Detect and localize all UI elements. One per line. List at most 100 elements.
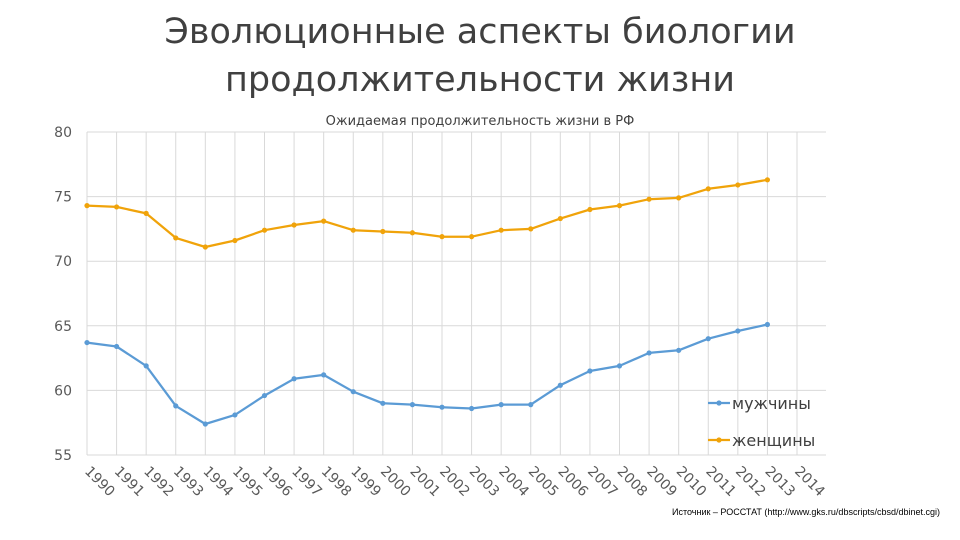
chart-gridlines xyxy=(86,131,826,456)
source-note: Источник – РОССТАТ (http://www.gks.ru/db… xyxy=(671,507,940,517)
data-point xyxy=(616,363,623,369)
data-point xyxy=(646,196,652,202)
x-tick-label: 2010 xyxy=(673,464,710,501)
x-tick-label: 1993 xyxy=(170,464,207,501)
y-tick-label: 60 xyxy=(54,383,72,399)
data-point xyxy=(261,392,268,399)
legend-label: мужчины xyxy=(732,394,811,413)
x-tick-label: 2005 xyxy=(525,464,562,501)
data-point xyxy=(173,403,179,409)
data-point xyxy=(764,177,771,183)
slide-title-line-2: продолжительности жизни xyxy=(224,60,735,100)
data-point xyxy=(350,389,356,395)
y-tick-label: 70 xyxy=(54,254,72,270)
data-point xyxy=(261,227,268,233)
data-point xyxy=(587,368,593,374)
data-point xyxy=(735,328,741,334)
slide-title: Эволюционные аспекты биологии продолжите… xyxy=(0,8,960,104)
chart-series xyxy=(84,177,771,427)
legend-marker xyxy=(716,400,722,406)
x-tick-label: 2008 xyxy=(614,464,651,501)
x-tick-label: 2014 xyxy=(791,464,828,501)
y-tick-label: 65 xyxy=(54,319,72,335)
data-point xyxy=(676,347,682,353)
x-tick-label: 1996 xyxy=(259,464,296,501)
data-point xyxy=(113,204,120,210)
y-tick-label: 55 xyxy=(54,448,72,464)
data-point xyxy=(113,343,120,350)
x-tick-label: 2004 xyxy=(495,464,532,501)
data-point xyxy=(557,382,563,388)
x-tick-label: 1995 xyxy=(229,464,266,501)
series-мужчины xyxy=(84,321,771,427)
data-point xyxy=(232,237,238,244)
data-point xyxy=(232,412,238,418)
data-point xyxy=(84,339,90,346)
data-point xyxy=(380,228,386,235)
data-point xyxy=(202,244,208,250)
data-point xyxy=(616,203,623,209)
data-point xyxy=(705,336,711,342)
y-tick-label: 80 xyxy=(54,125,72,141)
series-женщины xyxy=(84,177,771,250)
x-tick-label: 1998 xyxy=(318,464,355,501)
data-point xyxy=(498,227,504,233)
data-point xyxy=(764,321,771,328)
data-point xyxy=(409,402,416,408)
data-point xyxy=(380,400,386,406)
x-tick-label: 2007 xyxy=(584,464,621,501)
data-point xyxy=(676,195,682,201)
data-point xyxy=(528,402,534,408)
x-axis-ticks: 1990199119921993199419951996199719981999… xyxy=(81,464,828,501)
x-tick-label: 2003 xyxy=(466,464,503,501)
data-point xyxy=(439,404,445,410)
legend-marker xyxy=(716,437,722,443)
data-point xyxy=(735,182,741,188)
data-point xyxy=(439,234,445,240)
x-tick-label: 1992 xyxy=(140,464,177,501)
x-tick-label: 2013 xyxy=(762,464,799,501)
x-tick-label: 2009 xyxy=(643,464,680,501)
x-tick-label: 1999 xyxy=(347,464,384,501)
x-tick-label: 1997 xyxy=(288,464,325,501)
data-point xyxy=(409,230,416,236)
x-tick-label: 2011 xyxy=(702,464,739,501)
data-point xyxy=(291,376,297,382)
data-point xyxy=(84,203,90,209)
y-axis-ticks: 55 60 65 70 75 80 xyxy=(54,125,72,464)
data-point xyxy=(705,186,711,192)
data-point xyxy=(321,218,327,224)
slide-title-line-1: Эволюционные аспекты биологии xyxy=(164,12,796,52)
x-tick-label: 1994 xyxy=(200,464,237,501)
x-tick-label: 2006 xyxy=(555,464,592,501)
data-point xyxy=(173,235,179,241)
data-point xyxy=(498,402,504,408)
legend-item: мужчины xyxy=(708,394,811,413)
chart-legend: мужчины женщины xyxy=(708,394,815,450)
data-point xyxy=(143,363,149,369)
chart-title: Ожидаемая продолжительность жизни в РФ xyxy=(326,114,635,129)
data-point xyxy=(143,210,149,216)
x-tick-label: 1991 xyxy=(111,464,148,501)
data-point xyxy=(321,372,327,378)
x-tick-label: 2002 xyxy=(436,464,473,501)
series-line xyxy=(86,178,768,249)
y-tick-label: 75 xyxy=(54,190,72,206)
data-point xyxy=(291,222,297,228)
data-point xyxy=(350,227,356,233)
x-tick-label: 1990 xyxy=(81,464,118,501)
data-point xyxy=(202,421,208,427)
data-point xyxy=(468,234,475,240)
legend-item: женщины xyxy=(708,431,815,450)
legend-label: женщины xyxy=(732,431,815,450)
x-tick-label: 2001 xyxy=(407,464,444,501)
x-tick-label: 2012 xyxy=(732,464,769,501)
data-point xyxy=(468,405,475,412)
series-line xyxy=(86,323,768,426)
data-point xyxy=(557,215,563,222)
data-point xyxy=(587,206,593,213)
data-point xyxy=(646,350,652,356)
data-point xyxy=(528,226,534,232)
x-tick-label: 2000 xyxy=(377,464,414,501)
